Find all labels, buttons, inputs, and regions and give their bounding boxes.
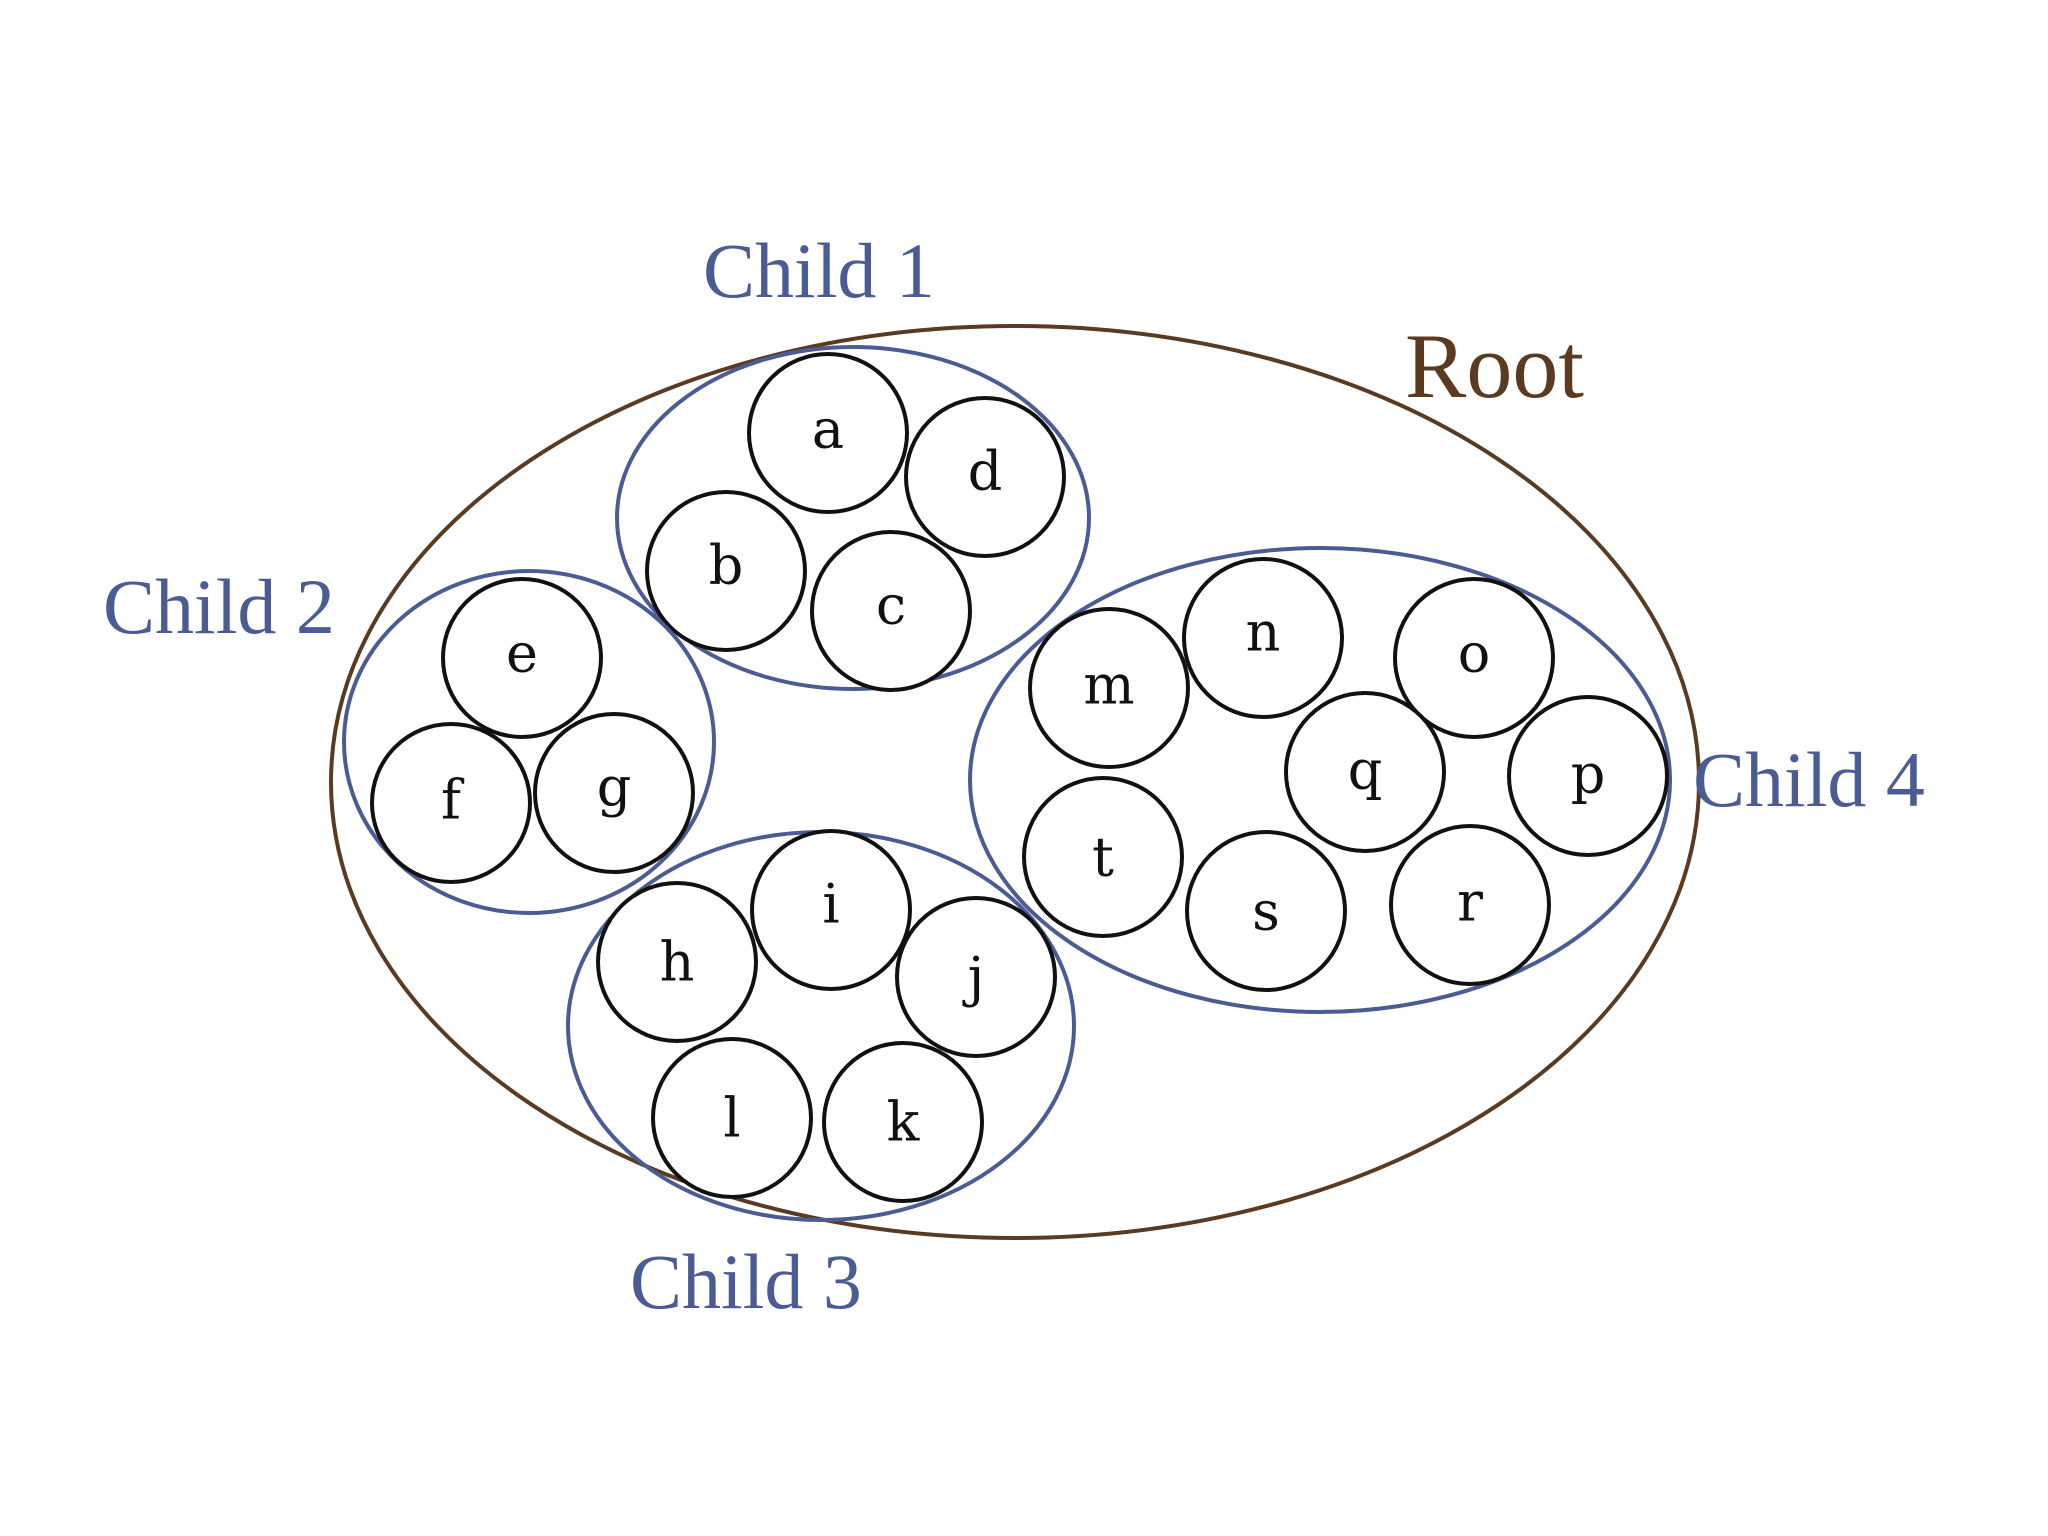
leaf-k-label: k — [887, 1091, 921, 1154]
leaf-o-label: o — [1458, 622, 1491, 685]
child-4-ellipse — [968, 546, 1672, 1014]
leaf-b-label: b — [709, 534, 744, 597]
leaf-t: t — [1022, 776, 1184, 938]
child-1-ellipse — [615, 345, 1091, 691]
leaf-g-label: g — [597, 756, 632, 819]
leaf-i: i — [750, 829, 912, 991]
child-3-label: Child 3 — [630, 1238, 862, 1325]
leaf-d-label: d — [968, 440, 1003, 503]
leaf-j-label: j — [962, 946, 985, 1009]
child-4-label: Child 4 — [1693, 736, 1925, 823]
leaf-e: e — [441, 577, 603, 739]
leaf-r-label: r — [1457, 871, 1483, 934]
leaf-m-label: m — [1083, 654, 1134, 717]
leaf-p-label: p — [1571, 743, 1606, 806]
leaf-i-label: i — [822, 873, 839, 936]
leaf-a: a — [747, 352, 909, 514]
leaf-a-label: a — [812, 398, 844, 461]
leaf-r: r — [1389, 824, 1551, 986]
leaf-p: p — [1507, 695, 1669, 857]
root-ellipse — [329, 324, 1701, 1240]
root-label: Root — [1405, 315, 1584, 417]
leaf-m: m — [1028, 607, 1190, 769]
leaf-k: k — [822, 1041, 984, 1203]
leaf-s: s — [1185, 830, 1347, 992]
leaf-j: j — [895, 896, 1057, 1058]
child-2-ellipse — [342, 569, 716, 915]
leaf-q: q — [1284, 691, 1446, 853]
leaf-q-label: q — [1348, 739, 1383, 802]
leaf-e-label: e — [506, 622, 538, 685]
leaf-o: o — [1393, 577, 1555, 739]
leaf-b: b — [645, 490, 807, 652]
leaf-n-label: n — [1246, 601, 1281, 664]
leaf-n: n — [1182, 557, 1344, 719]
leaf-f: f — [370, 722, 532, 884]
leaf-c-label: c — [876, 574, 906, 637]
child-2-label: Child 2 — [103, 563, 335, 650]
leaf-h: h — [596, 881, 758, 1043]
leaf-s-label: s — [1252, 880, 1280, 943]
leaf-t-label: t — [1092, 826, 1114, 889]
child-1-label: Child 1 — [703, 227, 935, 314]
leaf-g: g — [533, 712, 695, 874]
leaf-c: c — [810, 530, 972, 692]
leaf-l-label: l — [723, 1087, 740, 1150]
leaf-h-label: h — [660, 931, 695, 994]
leaf-l: l — [651, 1037, 813, 1199]
leaf-d: d — [904, 396, 1066, 558]
